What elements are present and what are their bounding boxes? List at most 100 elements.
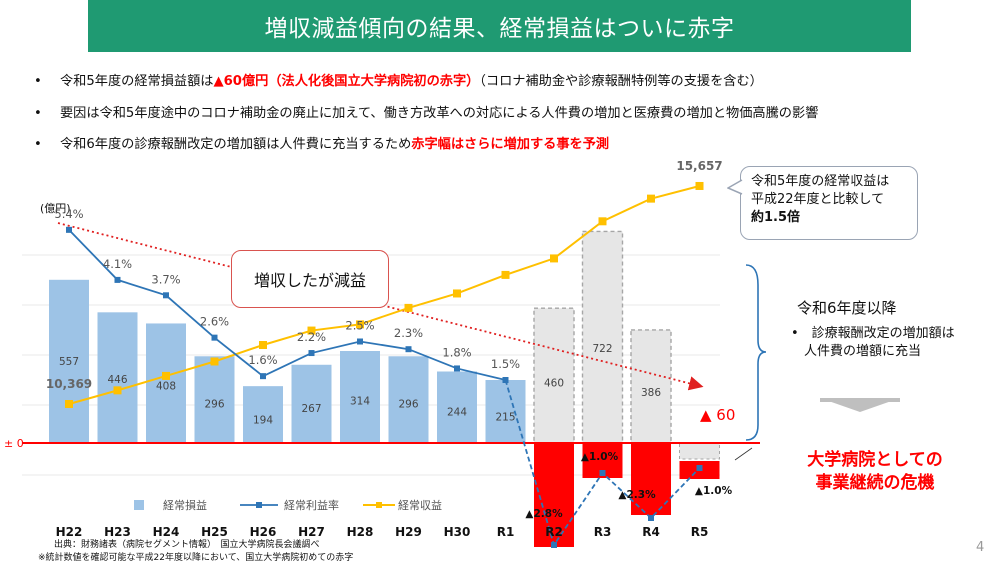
margin-point-H30 (454, 365, 460, 372)
margin-label-H30: 1.8% (442, 345, 471, 359)
revenue-point-R1 (501, 270, 510, 279)
bullet-1-post: （コロナ補助金や診療報酬特例等の支援を含む） (479, 74, 763, 89)
x-tick-H25: H25 (201, 525, 228, 539)
source-note: 出典：財務諸表（病院セグメント情報） 国立大学病院長会議調べ (54, 540, 320, 550)
bullet-3-highlight: 赤字幅はさらに増加する事を予測 (411, 137, 610, 152)
margin-point-R3 (599, 470, 606, 476)
x-tick-R2: R2 (545, 525, 563, 539)
margin-labels: 5.4% 4.1% 3.7% 2.6% 1.6% 2.2% 2.5% 2.3% 1.8% 1.5%… (54, 207, 732, 520)
margin-point-H27 (308, 350, 315, 357)
footnote: ※統計数値を確認可能な平成22年度以降において、国立大学病院初めての赤字 (38, 553, 354, 563)
x-tick-H30: H30 (444, 525, 471, 539)
revenue-point-R4 (647, 194, 655, 203)
y-unit-label: (億円) (40, 202, 71, 215)
crisis-line-1: 大学病院としての (807, 450, 943, 470)
trend-callout: 増収したが減益 (231, 250, 389, 308)
margin-label-H22: 5.4% (54, 207, 83, 221)
profit-bar-H22 (49, 279, 89, 443)
forecast-bar-R2 (533, 307, 575, 444)
bar-label-H28: 314 (350, 395, 370, 407)
x-tick-R3: R3 (594, 525, 612, 539)
forecast-label-R2: 460 (544, 377, 564, 389)
bullet-3: • 令和6年度の診療報酬改定の増加額は人件費に充当するため赤字幅はさらに増加する事… (34, 133, 609, 152)
bullet-2: • 要因は令和5年度途中のコロナ補助金の廃止に加えて、働き方改革への対応による人件… (34, 102, 818, 121)
bullet-dot: • (34, 106, 42, 121)
forecast-bar-R3 (581, 230, 624, 444)
margin-label-R5: ▲1.0% (695, 485, 733, 497)
margin-label-R1: 1.5% (491, 357, 520, 371)
bar-label-H26: 194 (253, 415, 273, 427)
revenue-point-H26 (259, 340, 267, 349)
r6-note: • 診療報酬改定の増加額は 人件費の増額に充当 (791, 325, 955, 361)
r6-title: 令和6年度以降 (797, 299, 897, 317)
profit-bar-H28 (340, 350, 380, 443)
revenue-point-H22 (65, 400, 73, 408)
bullet-dot: • (34, 137, 42, 152)
x-tick-R5: R5 (691, 525, 709, 539)
r5-outline-bar (679, 442, 720, 460)
x-axis-ticks: H22 H23 H24 H25 H26 H27 H28 H29 H30 R1 R2 R3 R4 R5 (56, 525, 709, 539)
bar-label-H23: 446 (107, 374, 127, 386)
margin-point-R1 (502, 377, 509, 383)
margin-polyline (68, 229, 506, 381)
revenue-point-H29 (404, 303, 413, 312)
bar-label-H30: 244 (447, 407, 467, 419)
bullet-2-text: 要因は令和5年度途中のコロナ補助金の廃止に加えて、働き方改革への対応による人件費… (60, 106, 819, 121)
trend-callout-text: 増収したが減益 (253, 271, 366, 290)
revenue-point-H24 (162, 371, 170, 380)
legend-margin-marker (256, 502, 262, 508)
revenue-polyline (68, 185, 700, 405)
profit-bars (49, 279, 526, 443)
legend: 経常損益 経常利益率 経常収益 (134, 498, 442, 512)
x-tick-H23: H23 (104, 525, 131, 539)
crisis-line-2: 事業継続の危機 (815, 473, 935, 493)
margin-point-R4 (648, 515, 654, 521)
bullet-dot: • (34, 74, 42, 89)
revenue-label-R5: 15,657 (676, 159, 722, 173)
page-title: 増収減益傾向の結果、経常損益はついに赤字 (264, 16, 735, 42)
margin-label-R4: ▲2.3% (618, 489, 656, 501)
legend-label-margin: 経常利益率 (284, 498, 339, 512)
bullet-1: • 令和5年度の経常損益額は▲60億円（法人化後国立大学病院初の赤字）（コロナ補助… (34, 70, 763, 89)
profit-bar-H25 (194, 356, 235, 443)
margin-point-R5 (696, 465, 703, 471)
x-tick-R1: R1 (497, 525, 515, 539)
x-tick-H27: H27 (298, 525, 325, 539)
profit-bar-H29 (388, 356, 429, 443)
forecast-bars (533, 230, 672, 444)
revenue-point-H23 (113, 386, 122, 395)
revenue-point-H25 (210, 357, 219, 366)
margin-label-R2: ▲2.8% (525, 508, 563, 520)
revenue-line: 10,369 15,657 (46, 159, 723, 408)
revenue-label-H22: 10,369 (46, 377, 92, 391)
callout-line-3: 約1.5倍 (751, 210, 801, 225)
revenue-callout: 令和5年度の経常収益は 平成22年度と比較して 約1.5倍 (740, 166, 918, 240)
margin-line (66, 226, 703, 548)
margin-label-H24: 3.7% (151, 272, 180, 286)
bar-label-R1: 215 (495, 411, 515, 423)
profit-bar-H30 (437, 371, 477, 443)
revenue-point-H28 (356, 320, 364, 329)
bar-label-H27: 267 (301, 403, 321, 415)
margin-label-H29: 2.3% (394, 326, 423, 340)
margin-point-H23 (114, 276, 121, 283)
x-tick-H29: H29 (395, 525, 422, 539)
callout-line-2: 平成22年度と比較して (751, 192, 885, 207)
profit-bar-H24 (146, 323, 186, 443)
forecast-label-R3: 722 (592, 343, 612, 355)
r5-loss-label: ▲ 60 (700, 406, 735, 424)
margin-label-R3: ▲1.0% (581, 451, 619, 463)
margin-point-H26 (260, 373, 266, 380)
legend-revenue-marker (376, 502, 382, 508)
revenue-point-H30 (453, 289, 461, 298)
r5-leader-line (734, 447, 753, 461)
revenue-point-H27 (307, 326, 316, 335)
r6-note-line-2: 人件費の増額に充当 (791, 344, 922, 359)
margin-label-H27: 2.2% (297, 330, 326, 344)
x-tick-H28: H28 (347, 525, 374, 539)
margin-label-H28: 2.5% (345, 319, 374, 333)
bullet-1-pre: 令和5年度の経常損益額は (60, 74, 214, 89)
revenue-point-R3 (598, 217, 607, 226)
margin-point-H29 (405, 346, 412, 353)
legend-bar-swatch (134, 500, 144, 510)
